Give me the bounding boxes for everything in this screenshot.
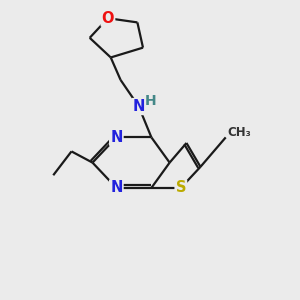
Text: CH₃: CH₃	[227, 126, 251, 139]
Text: S: S	[176, 180, 186, 195]
Text: N: N	[133, 99, 145, 114]
Text: N: N	[110, 180, 122, 195]
Text: O: O	[102, 11, 114, 26]
Text: H: H	[145, 94, 156, 109]
Text: N: N	[110, 130, 122, 145]
